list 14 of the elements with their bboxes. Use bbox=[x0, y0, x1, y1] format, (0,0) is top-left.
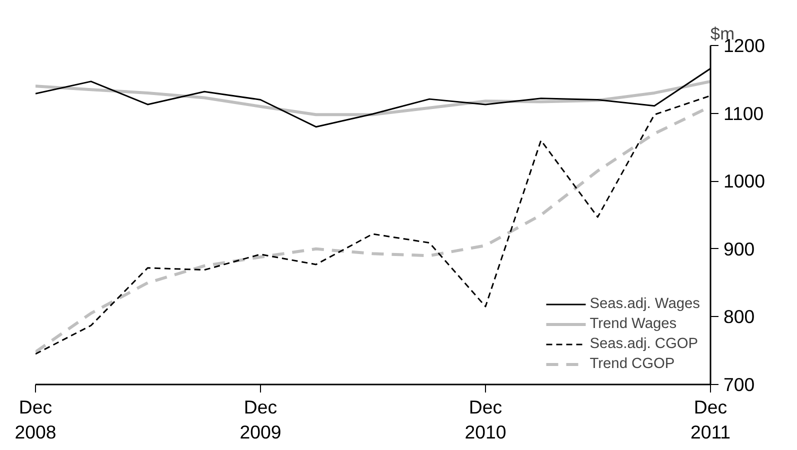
legend-label: Seas.adj. CGOP bbox=[590, 336, 698, 352]
x-tick-label: Dec 2009 bbox=[240, 396, 282, 443]
y-tick-label: 900 bbox=[724, 238, 755, 260]
y-tick-label: 700 bbox=[724, 374, 755, 395]
line-series bbox=[36, 80, 710, 116]
y-tick-label: 1100 bbox=[724, 102, 764, 124]
legend-label: Trend Wages bbox=[590, 316, 677, 332]
y-tick-label: 800 bbox=[724, 306, 755, 328]
legend-label: Seas.adj. Wages bbox=[590, 296, 700, 312]
y-tick-label: 1000 bbox=[724, 170, 766, 192]
x-tick-label: Dec 2008 bbox=[14, 396, 56, 443]
legend-label: Trend CGOP bbox=[590, 356, 675, 372]
x-tick-label: Dec 2010 bbox=[464, 396, 506, 443]
x-tick-label: Dec 2011 bbox=[690, 396, 731, 443]
